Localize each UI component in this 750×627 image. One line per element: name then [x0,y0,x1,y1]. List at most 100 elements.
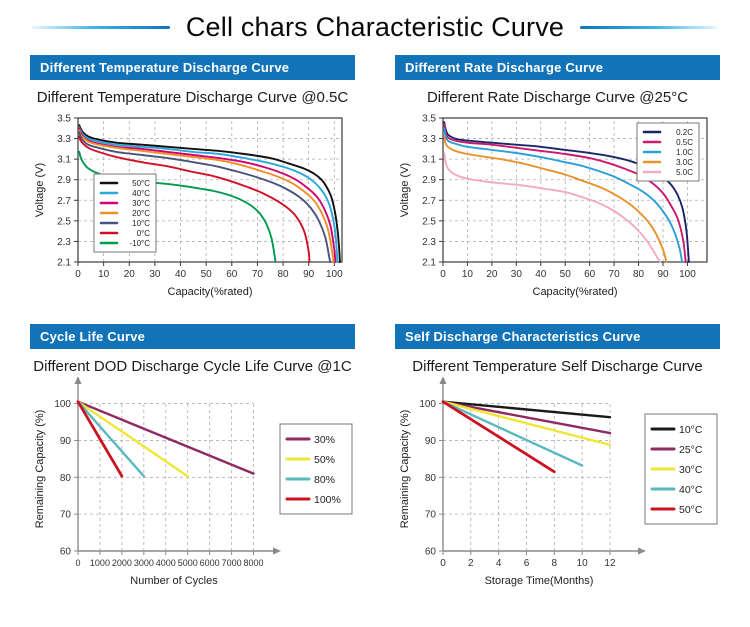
svg-text:100: 100 [679,269,696,280]
svg-text:40°C: 40°C [132,189,150,198]
svg-text:0.5C: 0.5C [676,138,693,147]
svg-text:80: 80 [632,269,644,280]
svg-text:2.7: 2.7 [422,196,436,207]
svg-text:3.3: 3.3 [57,134,71,145]
svg-text:2.5: 2.5 [57,216,71,227]
svg-text:6: 6 [523,558,529,569]
svg-text:60: 60 [424,547,436,558]
svg-text:80: 80 [59,473,71,484]
svg-text:2.9: 2.9 [422,175,436,186]
svg-text:10: 10 [98,269,110,280]
svg-text:3.5: 3.5 [422,114,436,125]
svg-text:5000: 5000 [177,558,197,568]
svg-text:100: 100 [54,399,71,410]
svg-text:80: 80 [277,269,289,280]
svg-text:70: 70 [608,269,620,280]
svg-text:100: 100 [325,269,342,280]
svg-text:90: 90 [59,436,71,447]
svg-text:2.3: 2.3 [422,237,436,248]
svg-text:60: 60 [226,269,238,280]
svg-text:Voltage (V): Voltage (V) [399,163,411,217]
panel-rate-discharge: Different Rate Discharge Curve Different… [395,55,720,300]
svg-text:0°C: 0°C [136,229,150,238]
svg-text:50°C: 50°C [679,504,703,516]
svg-text:60: 60 [584,269,596,280]
svg-text:90: 90 [657,269,669,280]
svg-text:5.0C: 5.0C [676,168,693,177]
svg-text:0.2C: 0.2C [676,128,693,137]
svg-text:2.1: 2.1 [57,258,71,269]
cycle-life-chart: 0 1000 2000 3000 4000 5000 6000 7000 8000 60 70 80 9… [34,377,352,587]
svg-text:3.1: 3.1 [422,155,436,166]
svg-text:2: 2 [468,558,474,569]
svg-text:2.3: 2.3 [57,237,71,248]
svg-text:30: 30 [510,269,522,280]
svg-text:10: 10 [576,558,588,569]
chart-subtitle-temperature-discharge: Different Temperature Discharge Curve @0… [36,89,349,106]
svg-text:1000: 1000 [89,558,109,568]
svg-text:3000: 3000 [133,558,153,568]
page-title: Cell chars Characteristic Curve [185,12,565,42]
svg-text:20°C: 20°C [132,209,150,218]
svg-text:-10°C: -10°C [129,239,150,248]
svg-text:3.5: 3.5 [57,114,71,125]
svg-text:80%: 80% [314,474,335,486]
svg-text:8: 8 [551,558,557,569]
svg-text:Capacity(%rated): Capacity(%rated) [167,286,252,298]
svg-text:30°C: 30°C [679,464,703,476]
svg-text:Remaining Capacity (%): Remaining Capacity (%) [34,410,46,529]
svg-text:80: 80 [424,473,436,484]
svg-text:2.1: 2.1 [422,258,436,269]
svg-text:4: 4 [495,558,501,569]
svg-text:0: 0 [440,269,446,280]
banner-label: Different Rate Discharge Curve [405,60,604,75]
svg-text:Remaining Capacity (%): Remaining Capacity (%) [399,410,411,529]
svg-text:2.5: 2.5 [422,216,436,227]
banner-temperature-discharge: Different Temperature Discharge Curve [30,55,355,80]
title-decoration-left [31,26,170,29]
banner-self-discharge: Self Discharge Characteristics Curve [395,324,720,349]
svg-text:Storage Time(Months): Storage Time(Months) [484,575,593,587]
svg-text:40: 40 [535,269,547,280]
svg-text:50: 50 [200,269,212,280]
chart-subtitle-self-discharge: Different Temperature Self Discharge Cur… [412,358,703,375]
svg-text:30°C: 30°C [132,199,150,208]
svg-text:10°C: 10°C [132,219,150,228]
svg-text:Capacity(%rated): Capacity(%rated) [532,286,617,298]
panel-temperature-discharge: Different Temperature Discharge Curve Di… [30,55,355,300]
svg-text:3.0C: 3.0C [676,158,693,167]
svg-text:40: 40 [174,269,186,280]
svg-text:100: 100 [419,399,436,410]
svg-text:25°C: 25°C [679,444,703,456]
svg-text:3.1: 3.1 [57,155,71,166]
self-discharge-chart: 0 2 4 6 8 10 12 60 70 80 90 100 Storage Time(Months)… [399,377,717,587]
svg-text:50°C: 50°C [132,179,150,188]
svg-text:3.3: 3.3 [422,134,436,145]
svg-text:90: 90 [424,436,436,447]
banner-label: Self Discharge Characteristics Curve [405,329,641,344]
charts-grid: Different Temperature Discharge Curve Di… [0,55,750,589]
page-header: Cell chars Characteristic Curve [0,12,750,43]
svg-text:12: 12 [604,558,616,569]
panel-self-discharge: Self Discharge Characteristics Curve Dif… [395,324,720,589]
svg-text:20: 20 [123,269,135,280]
svg-text:10°C: 10°C [679,424,703,436]
svg-text:50: 50 [559,269,571,280]
temperature-discharge-chart: 0 10 20 30 40 50 60 70 80 90 100 2.1 2.3 2.5 2.7 2.9 3.1… [34,114,343,299]
svg-text:2000: 2000 [111,558,131,568]
svg-text:1.0C: 1.0C [676,148,693,157]
svg-text:40°C: 40°C [679,484,703,496]
chart-subtitle-cycle-life: Different DOD Discharge Cycle Life Curve… [33,358,352,375]
svg-text:70: 70 [251,269,263,280]
svg-text:10: 10 [461,269,473,280]
banner-label: Cycle Life Curve [40,329,146,344]
rate-discharge-chart: 0 10 20 30 40 50 60 70 80 90 100 2.1 2.3 2.5 2.7 2.9 3.1… [399,114,708,298]
chart-subtitle-rate-discharge: Different Rate Discharge Curve @25°C [426,89,689,106]
svg-text:6000: 6000 [199,558,219,568]
svg-text:2.9: 2.9 [57,175,71,186]
svg-text:0: 0 [440,558,446,569]
banner-label: Different Temperature Discharge Curve [40,60,290,75]
svg-text:0: 0 [75,269,81,280]
svg-text:7000: 7000 [221,558,241,568]
svg-text:Voltage (V): Voltage (V) [34,163,46,217]
